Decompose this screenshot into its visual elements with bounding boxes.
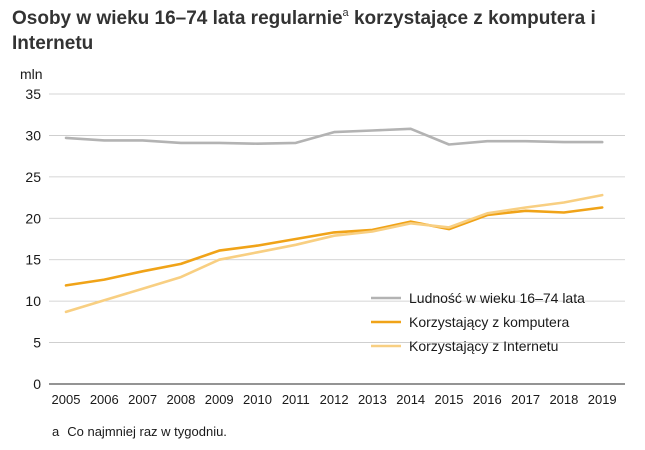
series-line-1 — [64, 127, 604, 146]
y-tick-label: 35 — [25, 86, 41, 102]
y-tick-label: 15 — [25, 252, 41, 268]
x-tick-label: 2008 — [166, 392, 195, 407]
y-axis-unit: mln — [20, 66, 43, 82]
y-tick-label: 20 — [25, 210, 41, 226]
x-tick-label: 2018 — [549, 392, 578, 407]
x-tick-label: 2015 — [435, 392, 464, 407]
x-tick-label: 2012 — [320, 392, 349, 407]
legend-label: Korzystający z Internetu — [409, 338, 558, 354]
y-tick-label: 25 — [25, 169, 41, 185]
chart-title: Osoby w wieku 16–74 lata regularniea kor… — [12, 7, 596, 55]
series-line-3 — [64, 193, 604, 314]
y-tick-label: 10 — [25, 293, 41, 309]
legend-label: Korzystający z komputera — [409, 314, 569, 330]
y-tick-label: 30 — [25, 127, 41, 143]
legend-label: Ludność w wieku 16–74 lata — [409, 290, 585, 306]
x-tick-label: 2011 — [282, 392, 310, 407]
x-tick-label: 2010 — [243, 392, 272, 407]
x-tick-label: 2017 — [511, 392, 540, 407]
footnote-marker: a — [342, 7, 349, 19]
x-tick-label: 2014 — [396, 392, 425, 407]
y-tick-label: 5 — [33, 335, 41, 351]
series-line-2 — [64, 206, 604, 287]
x-tick-label: 2005 — [52, 392, 81, 407]
x-tick-label: 2016 — [473, 392, 502, 407]
x-tick-label: 2007 — [128, 392, 157, 407]
line-chart: 0 5 10 15 20 25 30 35 2005 2006 2007 2008 2009 2010 20… — [25, 86, 625, 407]
y-tick-label: 0 — [33, 376, 41, 392]
x-tick-label: 2019 — [588, 392, 617, 407]
footnote: a Co najmniej raz w tygodniu. — [52, 424, 227, 439]
x-tick-label: 2013 — [358, 392, 387, 407]
x-tick-label: 2006 — [90, 392, 119, 407]
x-tick-label: 2009 — [205, 392, 234, 407]
